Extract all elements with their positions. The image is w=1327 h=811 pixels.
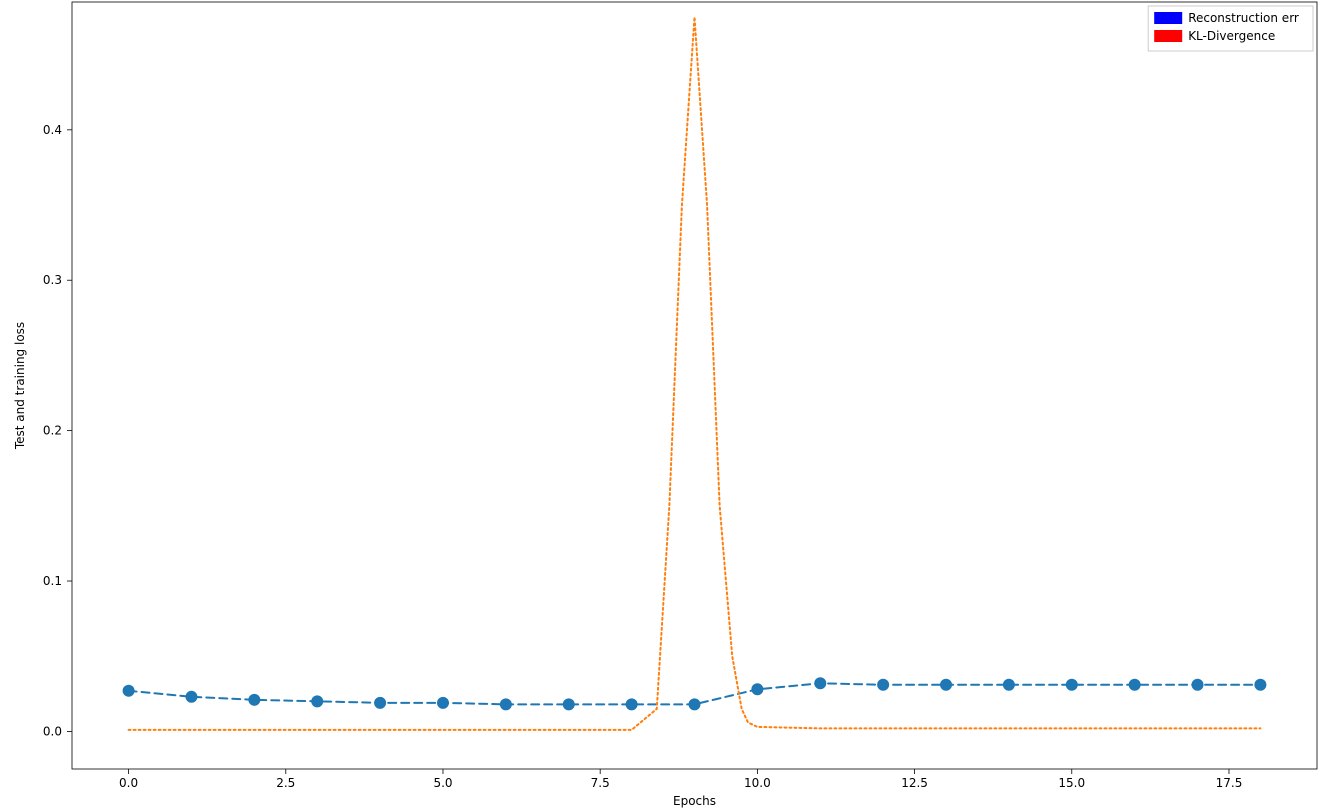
series-marker-series_blue_dashed bbox=[375, 697, 386, 708]
series-marker-series_blue_dashed bbox=[878, 679, 889, 690]
x-axis-label: Epochs bbox=[673, 794, 716, 808]
y-tick-label: 0.0 bbox=[43, 724, 62, 738]
series-marker-series_blue_dashed bbox=[1066, 679, 1077, 690]
legend-label: KL-Divergence bbox=[1188, 29, 1275, 43]
x-tick-label: 5.0 bbox=[433, 776, 452, 790]
x-tick-label: 17.5 bbox=[1216, 776, 1243, 790]
series-marker-series_blue_dashed bbox=[563, 699, 574, 710]
x-tick-label: 0.0 bbox=[119, 776, 138, 790]
series-marker-series_blue_dashed bbox=[941, 679, 952, 690]
chart-svg: 0.0 2.5 5.0 7.5 10.0 12.5 15.0 17.5 0.0 0.1 0.2 0.3… bbox=[0, 0, 1327, 811]
series-marker-series_blue_dashed bbox=[752, 684, 763, 695]
series-marker-series_blue_dashed bbox=[626, 699, 637, 710]
series-marker-series_blue_dashed bbox=[1003, 679, 1014, 690]
series-marker-series_blue_dashed bbox=[500, 699, 511, 710]
series-marker-series_blue_dashed bbox=[312, 696, 323, 707]
series-marker-series_blue_dashed bbox=[689, 699, 700, 710]
legend-label: Reconstruction err bbox=[1188, 11, 1299, 25]
plot-frame bbox=[72, 2, 1317, 769]
series-marker-series_blue_dashed bbox=[1192, 679, 1203, 690]
legend-swatch bbox=[1154, 30, 1182, 42]
y-tick-label: 0.2 bbox=[43, 424, 62, 438]
chart-container: 0.0 2.5 5.0 7.5 10.0 12.5 15.0 17.5 0.0 0.1 0.2 0.3… bbox=[0, 0, 1327, 811]
y-axis-label: Test and training loss bbox=[13, 322, 27, 450]
y-tick-label: 0.1 bbox=[43, 574, 62, 588]
series-marker-series_blue_dashed bbox=[437, 697, 448, 708]
x-tick-label: 7.5 bbox=[591, 776, 610, 790]
series-marker-series_blue_dashed bbox=[249, 694, 260, 705]
y-tick-label: 0.3 bbox=[43, 273, 62, 287]
x-tick-label: 2.5 bbox=[276, 776, 295, 790]
x-tick-label: 10.0 bbox=[744, 776, 771, 790]
series-marker-series_blue_dashed bbox=[1129, 679, 1140, 690]
legend: Reconstruction err KL-Divergence bbox=[1148, 6, 1313, 51]
series-marker-series_blue_dashed bbox=[1255, 679, 1266, 690]
y-tick-label: 0.4 bbox=[43, 123, 62, 137]
legend-swatch bbox=[1154, 12, 1182, 24]
series-marker-series_blue_dashed bbox=[186, 691, 197, 702]
x-tick-label: 15.0 bbox=[1058, 776, 1085, 790]
series-marker-series_blue_dashed bbox=[815, 678, 826, 689]
series-line-series_orange_dotted bbox=[129, 17, 1261, 730]
x-tick-label: 12.5 bbox=[901, 776, 928, 790]
series-marker-series_blue_dashed bbox=[123, 685, 134, 696]
plot-group bbox=[123, 17, 1266, 730]
